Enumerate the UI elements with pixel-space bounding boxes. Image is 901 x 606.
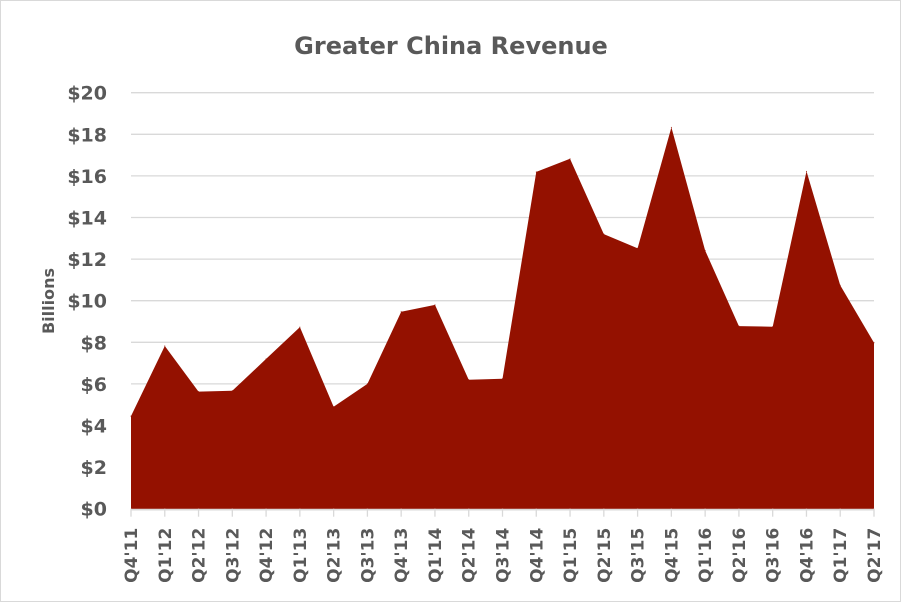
y-tick-label: $20 bbox=[67, 83, 107, 105]
x-tick-label: Q2'15 bbox=[595, 528, 615, 583]
x-tick-label: Q1'12 bbox=[156, 528, 176, 583]
data-point bbox=[670, 126, 672, 128]
data-point bbox=[569, 158, 571, 160]
chart-title: Greater China Revenue bbox=[294, 32, 608, 60]
data-point bbox=[164, 345, 166, 347]
data-point bbox=[805, 170, 807, 172]
x-tick-label: Q4'15 bbox=[662, 528, 682, 583]
x-tick-label: Q2'16 bbox=[730, 528, 750, 583]
x-tick-label: Q4'14 bbox=[527, 528, 547, 583]
x-tick-label: Q2'17 bbox=[865, 528, 885, 583]
data-point bbox=[366, 383, 368, 385]
x-tick-label: Q3'13 bbox=[358, 528, 378, 583]
x-tick-label: Q1'14 bbox=[426, 528, 446, 583]
x-tick-label: Q3'14 bbox=[494, 528, 514, 583]
x-tick-label: Q3'16 bbox=[764, 528, 784, 583]
x-tick-label: Q3'12 bbox=[223, 528, 243, 583]
data-point bbox=[502, 378, 503, 380]
data-point bbox=[839, 284, 841, 286]
y-axis-label: Billions bbox=[39, 268, 58, 334]
data-point bbox=[434, 304, 436, 306]
x-tick-label: Q1'16 bbox=[696, 528, 716, 583]
data-point bbox=[738, 325, 740, 327]
area-series bbox=[131, 127, 874, 509]
y-tick-label: $0 bbox=[81, 499, 107, 521]
x-tick-label: Q2'14 bbox=[460, 528, 480, 583]
data-point bbox=[130, 415, 132, 417]
data-point bbox=[772, 326, 774, 328]
x-tick-label: Q3'15 bbox=[629, 528, 649, 583]
data-point bbox=[299, 326, 301, 328]
y-tick-label: $14 bbox=[67, 208, 107, 230]
y-tick-label: $2 bbox=[81, 457, 107, 479]
data-point bbox=[231, 390, 233, 392]
y-tick-label: $6 bbox=[81, 374, 107, 396]
y-tick-label: $12 bbox=[67, 249, 107, 271]
x-tick-label: Q4'13 bbox=[392, 528, 412, 583]
y-tick-label: $18 bbox=[67, 124, 107, 146]
x-tick-label: Q1'17 bbox=[831, 528, 851, 583]
y-tick-label: $8 bbox=[81, 332, 107, 354]
data-point bbox=[637, 247, 639, 249]
data-point bbox=[535, 171, 537, 173]
data-point bbox=[265, 358, 267, 360]
data-point bbox=[468, 379, 470, 381]
data-point bbox=[603, 233, 605, 235]
x-tick-label: Q1'13 bbox=[291, 528, 311, 583]
y-tick-label: $4 bbox=[81, 416, 107, 438]
x-tick-label: Q4'12 bbox=[257, 528, 277, 583]
x-tick-label: Q1'15 bbox=[561, 528, 581, 583]
data-point bbox=[198, 391, 200, 393]
data-point bbox=[873, 342, 875, 344]
x-tick-label: Q4'16 bbox=[797, 528, 817, 583]
y-tick-label: $10 bbox=[67, 291, 107, 313]
x-tick-label: Q2'12 bbox=[190, 528, 210, 583]
data-point bbox=[704, 249, 706, 251]
x-tick-label: Q2'13 bbox=[325, 528, 345, 583]
y-tick-label: $16 bbox=[67, 166, 107, 188]
x-tick-label: Q4'11 bbox=[122, 528, 142, 583]
data-point bbox=[400, 311, 402, 313]
data-point bbox=[333, 406, 335, 408]
